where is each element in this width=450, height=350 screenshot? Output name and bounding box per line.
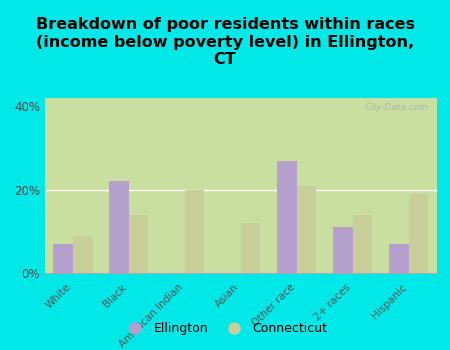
Bar (129, 215, 148, 273)
Bar (409, 194, 428, 273)
Bar (277, 161, 297, 273)
Bar (109, 181, 129, 273)
Text: City-Data.com: City-Data.com (364, 103, 429, 112)
Legend: Ellington, Connecticut: Ellington, Connecticut (118, 317, 332, 340)
Bar (353, 215, 372, 273)
Text: Breakdown of poor residents within races
(income below poverty level) in Ellingt: Breakdown of poor residents within races… (36, 18, 414, 67)
Bar (185, 190, 204, 273)
Bar (333, 227, 353, 273)
Bar (73, 236, 93, 273)
Bar (389, 244, 409, 273)
Bar (54, 244, 73, 273)
Bar (241, 223, 260, 273)
Bar (297, 186, 316, 273)
